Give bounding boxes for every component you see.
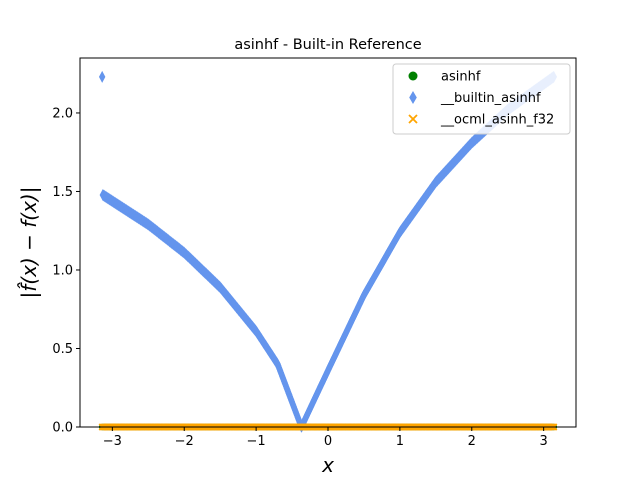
legend-label: __ocml_asinh_f32 — [440, 113, 554, 128]
legend-marker — [408, 114, 418, 124]
x-tick-label: −1 — [247, 434, 266, 449]
y-tick-label: 0.0 — [52, 421, 73, 436]
x-tick-label: −2 — [175, 434, 194, 449]
legend-box — [392, 63, 571, 135]
ticks: −3 −2 −1 0 1 2 3 0.0 0.5 1.0 1.5 2.0 — [52, 106, 547, 449]
legend-marker — [408, 71, 418, 81]
legend: asinhf __builtin_asinhf __ocml_asinh_f32 — [392, 63, 571, 135]
chart-title: asinhf - Built-in Reference — [234, 37, 421, 53]
x-tick-label: 1 — [396, 434, 404, 449]
x-tick-label: 3 — [540, 434, 548, 449]
legend-label: __builtin_asinhf — [440, 91, 541, 106]
x-tick-label: 0 — [324, 434, 332, 449]
data-point — [98, 70, 106, 83]
y-tick-label: 2.0 — [52, 106, 73, 121]
legend-label: asinhf — [441, 70, 481, 85]
y-tick-label: 0.5 — [52, 342, 73, 357]
x-tick-label: 2 — [468, 434, 476, 449]
y-tick-label: 1.5 — [52, 185, 73, 200]
legend-marker — [409, 91, 417, 104]
x-axis-label: x — [321, 453, 334, 477]
y-tick-label: 1.0 — [52, 263, 73, 278]
y-axis-label: |f̂(x) − f(x)| — [17, 187, 41, 299]
x-tick-label: −3 — [103, 434, 122, 449]
